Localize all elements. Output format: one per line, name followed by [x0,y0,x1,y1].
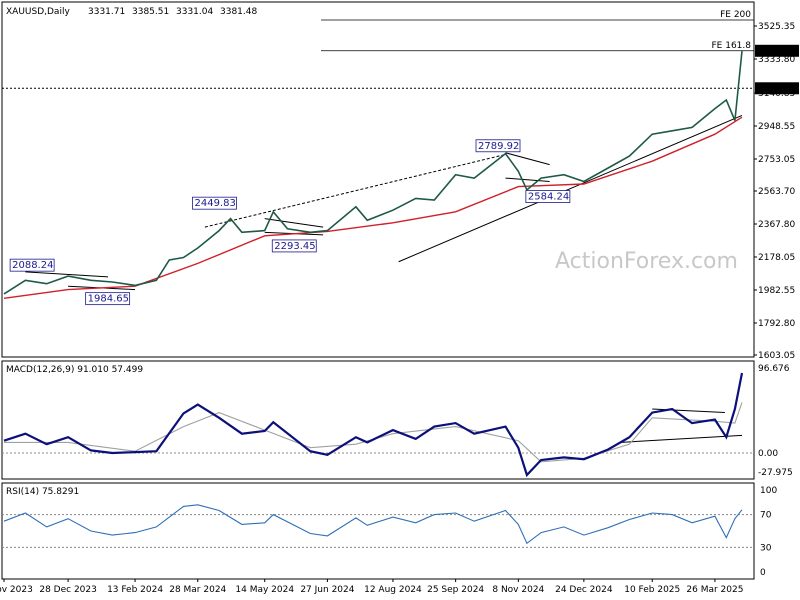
point-label-box [9,258,55,272]
macd-y-tick-label: -27.975 [758,468,793,478]
ohlc-value: 3381.48 [220,7,257,17]
x-tick-label: 14 May 2024 [235,585,294,595]
triangle-top-line-1 [25,271,109,278]
x-tick-label: 28 Dec 2023 [39,585,97,595]
triangle-top-line-2 [264,218,324,228]
point-label-box [271,239,317,253]
price-y-tick-label: 2753.05 [758,155,795,165]
price-y-tick-label: 2178.05 [758,253,795,263]
price-y-tick-label: 2563.70 [758,187,795,197]
macd-line [3,372,744,478]
x-tick-label: 28 Mar 2024 [169,585,226,595]
watermark: ActionForex.com [555,249,738,274]
rsi-line [3,504,743,545]
fe-200-label: FE 200 [720,10,751,20]
upper-channel-dashed [204,153,506,228]
macd-panel-title: MACD(12,26,9) 91.010 57.499 [6,365,143,375]
macd-y-tick-label: 96.676 [758,364,790,374]
rising-trendline [398,114,743,263]
price-y-tick-label: 2367.80 [758,220,795,230]
level-badge-3167-bg [755,82,799,95]
price-panel-frame [1,1,755,358]
triangle-top-line-3 [505,152,550,166]
macd-bottom-trendline [619,434,743,443]
price-y-tick-label: 3525.35 [758,22,795,32]
triangle-bottom-line-3 [505,177,550,182]
macd-panel-frame [1,360,755,480]
price-y-tick-label: 1792.80 [758,319,795,329]
point-label-box [192,196,237,210]
rsi-y-tick-label: 70 [760,511,772,521]
point-label: 2449.83 [194,198,235,209]
rsi-y-tick-label: 0 [760,568,766,578]
price-y-tick-label: 1603.05 [758,351,795,361]
x-tick-label: 27 Jun 2024 [300,585,354,595]
fe-161-8-label: FE 161.8 [712,41,752,51]
price-y-tick-label: 3333.80 [758,55,795,65]
macd-y-tick-label: 0.00 [758,449,778,459]
point-label: 1984.65 [88,294,129,305]
x-tick-label: 13 Feb 2024 [107,585,163,595]
point-label: 2584.24 [528,192,569,203]
point-label-box [475,139,521,153]
x-tick-label: 8 Nov 2024 [492,585,544,595]
rsi-y-tick-label: 30 [760,543,772,553]
price-y-tick-label: 2948.55 [758,122,795,132]
ohlc-value: 3331.71 [88,7,125,17]
ohlc-value: 3331.04 [176,7,213,17]
x-tick-label: 25 Sep 2024 [427,585,484,595]
x-tick-label: 13 Nov 2023 [0,585,33,595]
macd-signal-line [4,402,743,463]
x-tick-label: 24 Dec 2024 [555,585,613,595]
panel-frames [1,1,757,582]
rsi-panel-frame [1,482,755,580]
rsi-y-tick-label: 100 [760,486,777,496]
x-tick-label: 26 Mar 2025 [686,585,743,595]
chart-marks [3,50,744,545]
point-label: 2088.24 [12,260,53,271]
current-price-badge-bg [755,44,799,57]
x-tick-label: 12 Aug 2024 [364,585,422,595]
level-badge-3167: 3167.60 [758,84,795,94]
price-line [3,50,743,295]
x-tick-label: 10 Feb 2025 [624,585,680,595]
ohlc-value: 3385.51 [132,7,169,17]
point-label: 2789.92 [478,141,519,152]
price-panel-title: XAUUSD,Daily [6,7,70,17]
current-price-badge: 3381.48 [758,47,795,57]
chart-labels: 3525.353333.803140.852948.552753.052563.… [0,7,799,595]
point-label: 2293.45 [274,241,315,252]
price-y-tick-label: 1982.55 [758,286,795,296]
rsi-panel-title: RSI(14) 75.8291 [6,487,79,497]
point-label-box [85,292,131,306]
point-label-box [525,190,571,203]
